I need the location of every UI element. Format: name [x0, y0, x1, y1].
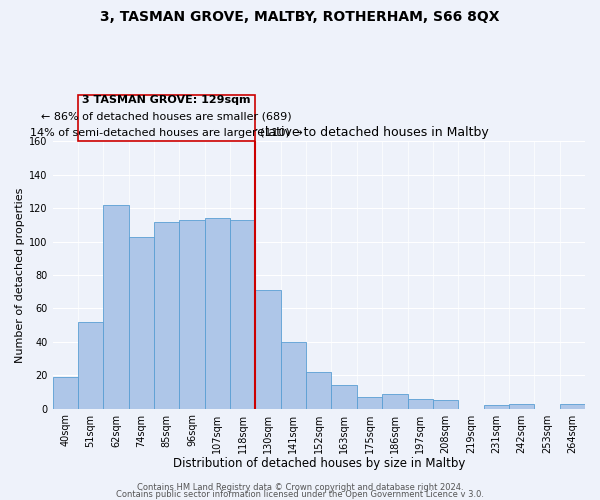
Bar — [306, 372, 331, 408]
Text: Contains public sector information licensed under the Open Government Licence v : Contains public sector information licen… — [116, 490, 484, 499]
Bar — [179, 220, 205, 408]
Bar — [128, 236, 154, 408]
Bar — [433, 400, 458, 408]
Bar — [407, 398, 433, 408]
Bar — [357, 397, 382, 408]
Text: 14% of semi-detached houses are larger (110) →: 14% of semi-detached houses are larger (… — [30, 128, 303, 138]
Title: Size of property relative to detached houses in Maltby: Size of property relative to detached ho… — [149, 126, 488, 139]
Text: ← 86% of detached houses are smaller (689): ← 86% of detached houses are smaller (68… — [41, 112, 292, 122]
X-axis label: Distribution of detached houses by size in Maltby: Distribution of detached houses by size … — [173, 457, 465, 470]
Bar — [53, 377, 78, 408]
Y-axis label: Number of detached properties: Number of detached properties — [15, 188, 25, 362]
Bar — [256, 290, 281, 408]
FancyBboxPatch shape — [78, 94, 256, 142]
Bar — [484, 406, 509, 408]
Bar — [560, 404, 585, 408]
Bar — [509, 404, 534, 408]
Bar — [154, 222, 179, 408]
Bar — [103, 205, 128, 408]
Text: 3 TASMAN GROVE: 129sqm: 3 TASMAN GROVE: 129sqm — [82, 94, 251, 104]
Bar — [382, 394, 407, 408]
Text: 3, TASMAN GROVE, MALTBY, ROTHERHAM, S66 8QX: 3, TASMAN GROVE, MALTBY, ROTHERHAM, S66 … — [100, 10, 500, 24]
Bar — [205, 218, 230, 408]
Text: Contains HM Land Registry data © Crown copyright and database right 2024.: Contains HM Land Registry data © Crown c… — [137, 484, 463, 492]
Bar — [230, 220, 256, 408]
Bar — [331, 385, 357, 408]
Bar — [281, 342, 306, 408]
Bar — [78, 322, 103, 408]
